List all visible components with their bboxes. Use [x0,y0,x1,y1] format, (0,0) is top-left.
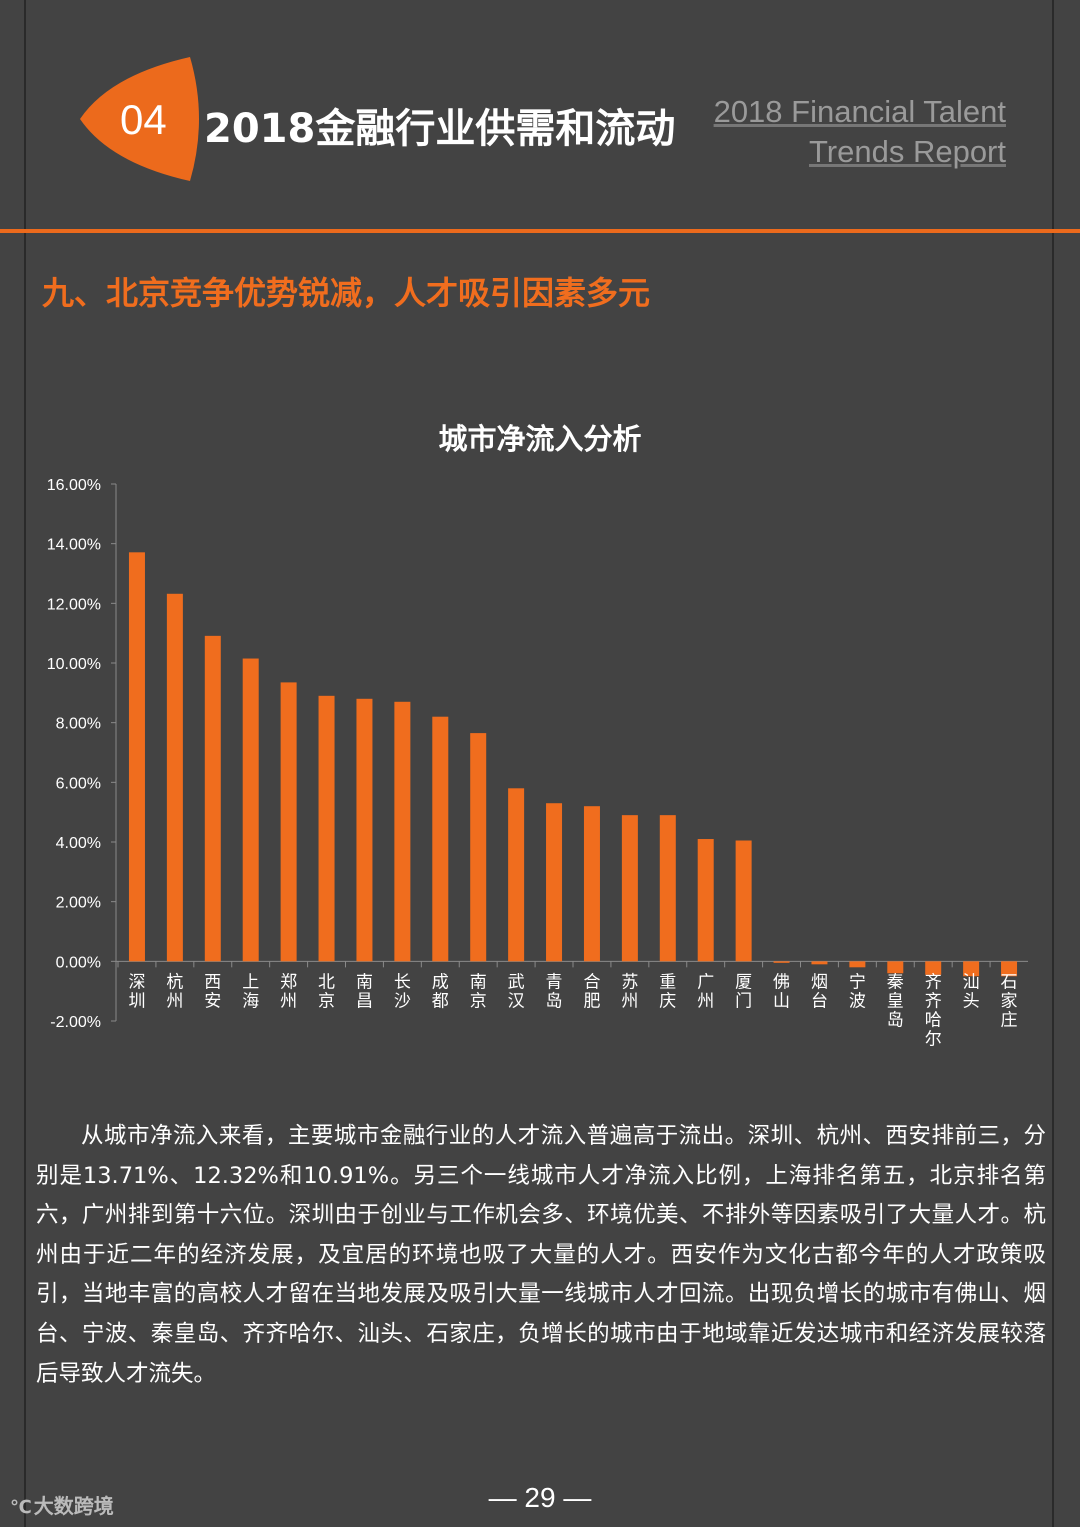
x-tick-label: 青岛 [546,972,563,1011]
watermark-text: 大数跨境 [33,1494,114,1518]
bar-佛山 [773,961,790,963]
x-tick-label: 成都 [432,972,449,1011]
bar-郑州 [280,682,297,962]
bar-南昌 [356,698,373,962]
x-tick-label: 长沙 [394,972,411,1011]
x-tick-label: 齐齐哈尔 [925,972,942,1049]
bar-苏州 [621,815,638,962]
x-tick-label: 广州 [697,972,714,1011]
page-header-title: 2018金融行业供需和流动 [204,106,676,152]
y-axis: -2.00% 0.00% 2.00% 4.00% 6.00% 8.00% 10.00% 12.… [47,477,117,1031]
x-tick-label: 杭州 [166,972,183,1011]
bars-group [128,552,1018,977]
x-tick-label: 南昌 [356,972,373,1011]
chart-title: 城市净流入分析 [438,422,642,456]
right-border-line [1052,0,1054,1527]
bar-武汉 [508,788,525,962]
net-inflow-bar-chart: -2.00% 0.00% 2.00% 4.00% 6.00% 8.00% 10.00% 12.… [47,477,1028,1049]
bar-北京 [318,695,335,962]
y-tick-label: 10.00% [47,656,101,673]
bar-西安 [204,635,221,962]
left-border-line [24,0,26,1527]
x-tick-label: 重庆 [659,972,676,1011]
y-tick-label: 2.00% [56,895,101,912]
bar-汕头 [963,961,980,977]
section-title: 九、北京竞争优势锐减，人才吸引因素多元 [42,274,651,312]
x-tick-label: 佛山 [773,972,790,1011]
y-tick-label: 16.00% [47,477,101,494]
analysis-paragraph: 从城市净流入来看，主要城市金融行业的人才流入普遍高于流出。深圳、杭州、西安排前三… [36,1123,1046,1387]
watermark: ℃ 大数跨境 [10,1490,114,1519]
bar-广州 [697,839,714,962]
section-number: 04 [120,96,167,143]
x-tick-label: 厦门 [735,972,752,1011]
bar-厦门 [735,840,752,962]
bar-秦皇岛 [887,961,904,974]
bar-南京 [470,733,487,962]
x-tick-label: 石家庄 [1001,972,1018,1030]
bar-成都 [432,716,449,962]
header-divider [0,229,1080,233]
x-tick-label: 上海 [242,972,259,1011]
y-tick-label: 8.00% [56,716,101,733]
x-tick-label: 郑州 [280,972,297,1011]
bar-齐齐哈尔 [925,961,942,975]
bar-青岛 [546,803,563,962]
y-tick-label: 6.00% [56,775,101,792]
bar-石家庄 [1001,961,1018,977]
x-tick-label: 武汉 [508,972,525,1011]
x-tick-label: 南京 [470,972,487,1011]
y-tick-label: 14.00% [47,537,101,554]
section-badge-shape [80,57,199,181]
english-title-line1: 2018 Financial Talent [713,94,1006,129]
english-title-line2: Trends Report [809,134,1006,169]
watermark-logo-icon: ℃ [10,1497,32,1518]
bar-杭州 [166,593,183,962]
x-tick-label: 烟台 [811,972,828,1011]
bar-长沙 [394,701,411,962]
x-tick-label: 苏州 [621,972,638,1011]
x-tick-label: 秦皇岛 [887,972,904,1030]
x-axis [116,960,1028,968]
bar-烟台 [811,961,828,965]
x-tick-label: 西安 [204,972,221,1011]
x-tick-label: 宁波 [849,972,866,1011]
analysis-text: 从城市净流入来看，主要城市金融行业的人才流入普遍高于流出。深圳、杭州、西安排前三… [36,1117,1046,1394]
bar-上海 [242,658,259,962]
bar-深圳 [128,552,145,962]
bar-宁波 [849,961,866,968]
x-tick-label: 深圳 [128,972,145,1011]
y-tick-label: 4.00% [56,835,101,852]
x-tick-labels: 深圳杭州西安上海郑州北京南昌长沙成都南京武汉青岛合肥苏州重庆广州厦门佛山烟台宁波… [128,972,1017,1049]
x-tick-label: 合肥 [583,972,600,1011]
y-tick-label: 12.00% [47,596,101,613]
bar-重庆 [659,815,676,962]
bar-合肥 [583,806,600,962]
page-header: 04 2018金融行业供需和流动 2018 Financial Talent T… [0,0,1080,230]
page-number: — 29 — [488,1482,592,1513]
y-tick-label: -2.00% [50,1014,101,1031]
x-tick-label: 北京 [318,972,335,1011]
y-tick-label: 0.00% [56,954,101,971]
page-header-english-title: 2018 Financial Talent Trends Report [714,92,1006,172]
x-tick-label: 汕头 [963,972,980,1011]
